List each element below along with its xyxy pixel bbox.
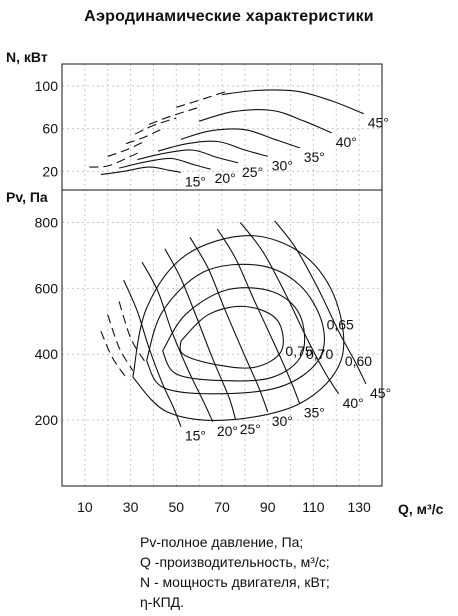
series-line-power xyxy=(198,109,332,134)
series-label-power: 45° xyxy=(368,115,389,131)
series-dashed-line-power xyxy=(107,140,145,157)
y-tick-label: 600 xyxy=(35,280,59,296)
grid xyxy=(62,64,383,486)
series-label-power: 20° xyxy=(215,170,236,186)
series-label-pressure: 40° xyxy=(343,395,364,411)
series-line-pressure xyxy=(216,228,301,404)
series-dashed-line-power xyxy=(134,117,177,135)
y-axis-title-pressure: Pv, Па xyxy=(6,189,48,205)
series-line-power xyxy=(157,140,268,157)
series-label-pressure: 45° xyxy=(370,385,391,401)
x-tick-label: 70 xyxy=(214,499,230,515)
y-tick-label: 60 xyxy=(42,121,58,137)
efficiency-contour xyxy=(146,263,325,395)
series-dashed-line-pressure xyxy=(100,330,127,378)
series-line-pressure xyxy=(164,248,237,421)
series-dashed-line-pressure xyxy=(107,314,134,371)
legend-notes: Pv-полное давление, Па; Q -производитель… xyxy=(140,532,330,612)
series-dashed-line-power xyxy=(89,151,140,168)
series-label-pressure: 15° xyxy=(185,428,206,444)
series-label-power: 15° xyxy=(185,173,206,189)
curves xyxy=(89,89,367,427)
legend-line-pressure: Pv-полное давление, Па; xyxy=(140,534,304,550)
series-label-power: 25° xyxy=(242,164,263,180)
x-tick-label: 50 xyxy=(168,499,184,515)
legend-line-efficiency: η-КПД. xyxy=(140,594,185,610)
series-line-pressure xyxy=(239,222,340,395)
series-label-power: 30° xyxy=(272,157,293,173)
y-axis-title-power: N, кВт xyxy=(6,49,48,65)
y-tick-label: 100 xyxy=(35,78,59,94)
series-label-pressure: 35° xyxy=(304,405,325,421)
efficiency-contour xyxy=(179,305,284,369)
y-tick-label: 20 xyxy=(42,163,58,179)
series-line-power xyxy=(180,128,300,149)
y-tick-label: 200 xyxy=(35,412,59,428)
series-line-pressure xyxy=(274,220,367,385)
series-dashed-line-power xyxy=(148,106,200,125)
plot-frame xyxy=(61,63,383,487)
efficiency-contour xyxy=(162,287,306,382)
legend-line-power: N - мощность двигателя, кВт; xyxy=(140,574,330,590)
series-line-power xyxy=(221,89,364,115)
y-tick-label: 800 xyxy=(35,214,59,230)
efficiency-label: 0,70 xyxy=(306,346,333,362)
series-line-power xyxy=(137,149,239,164)
series-dashed-line-pressure xyxy=(118,301,145,362)
series-dashed-line-power xyxy=(176,90,227,108)
x-tick-label: 90 xyxy=(260,499,276,515)
series-label-power: 40° xyxy=(336,134,357,150)
series-label-pressure: 20° xyxy=(217,423,238,439)
x-tick-label: 110 xyxy=(302,499,325,515)
x-tick-label: 10 xyxy=(77,499,93,515)
y-tick-label: 400 xyxy=(35,346,59,362)
x-tick-label: 30 xyxy=(123,499,139,515)
series-line-pressure xyxy=(141,261,214,423)
series-label-power: 35° xyxy=(304,149,325,165)
efficiency-label: 0,65 xyxy=(327,317,354,333)
series-line-pressure xyxy=(189,237,269,413)
chart-title: Аэродинамические характеристики xyxy=(84,8,374,25)
series-dashed-line-power xyxy=(125,128,163,145)
x-tick-label: 130 xyxy=(347,499,371,515)
series-label-pressure: 25° xyxy=(240,421,261,437)
legend-line-flow: Q -производительность, м³/с; xyxy=(140,554,330,570)
x-axis-title: Q, м³/с xyxy=(398,501,444,517)
efficiency-label: 0,75 xyxy=(285,343,312,359)
series-label-pressure: 30° xyxy=(272,413,293,429)
efficiency-contour xyxy=(132,235,345,421)
series-line-power xyxy=(100,166,182,176)
series-line-power xyxy=(118,157,211,170)
efficiency-label: 0,60 xyxy=(345,353,372,369)
series-line-pressure xyxy=(123,279,182,427)
